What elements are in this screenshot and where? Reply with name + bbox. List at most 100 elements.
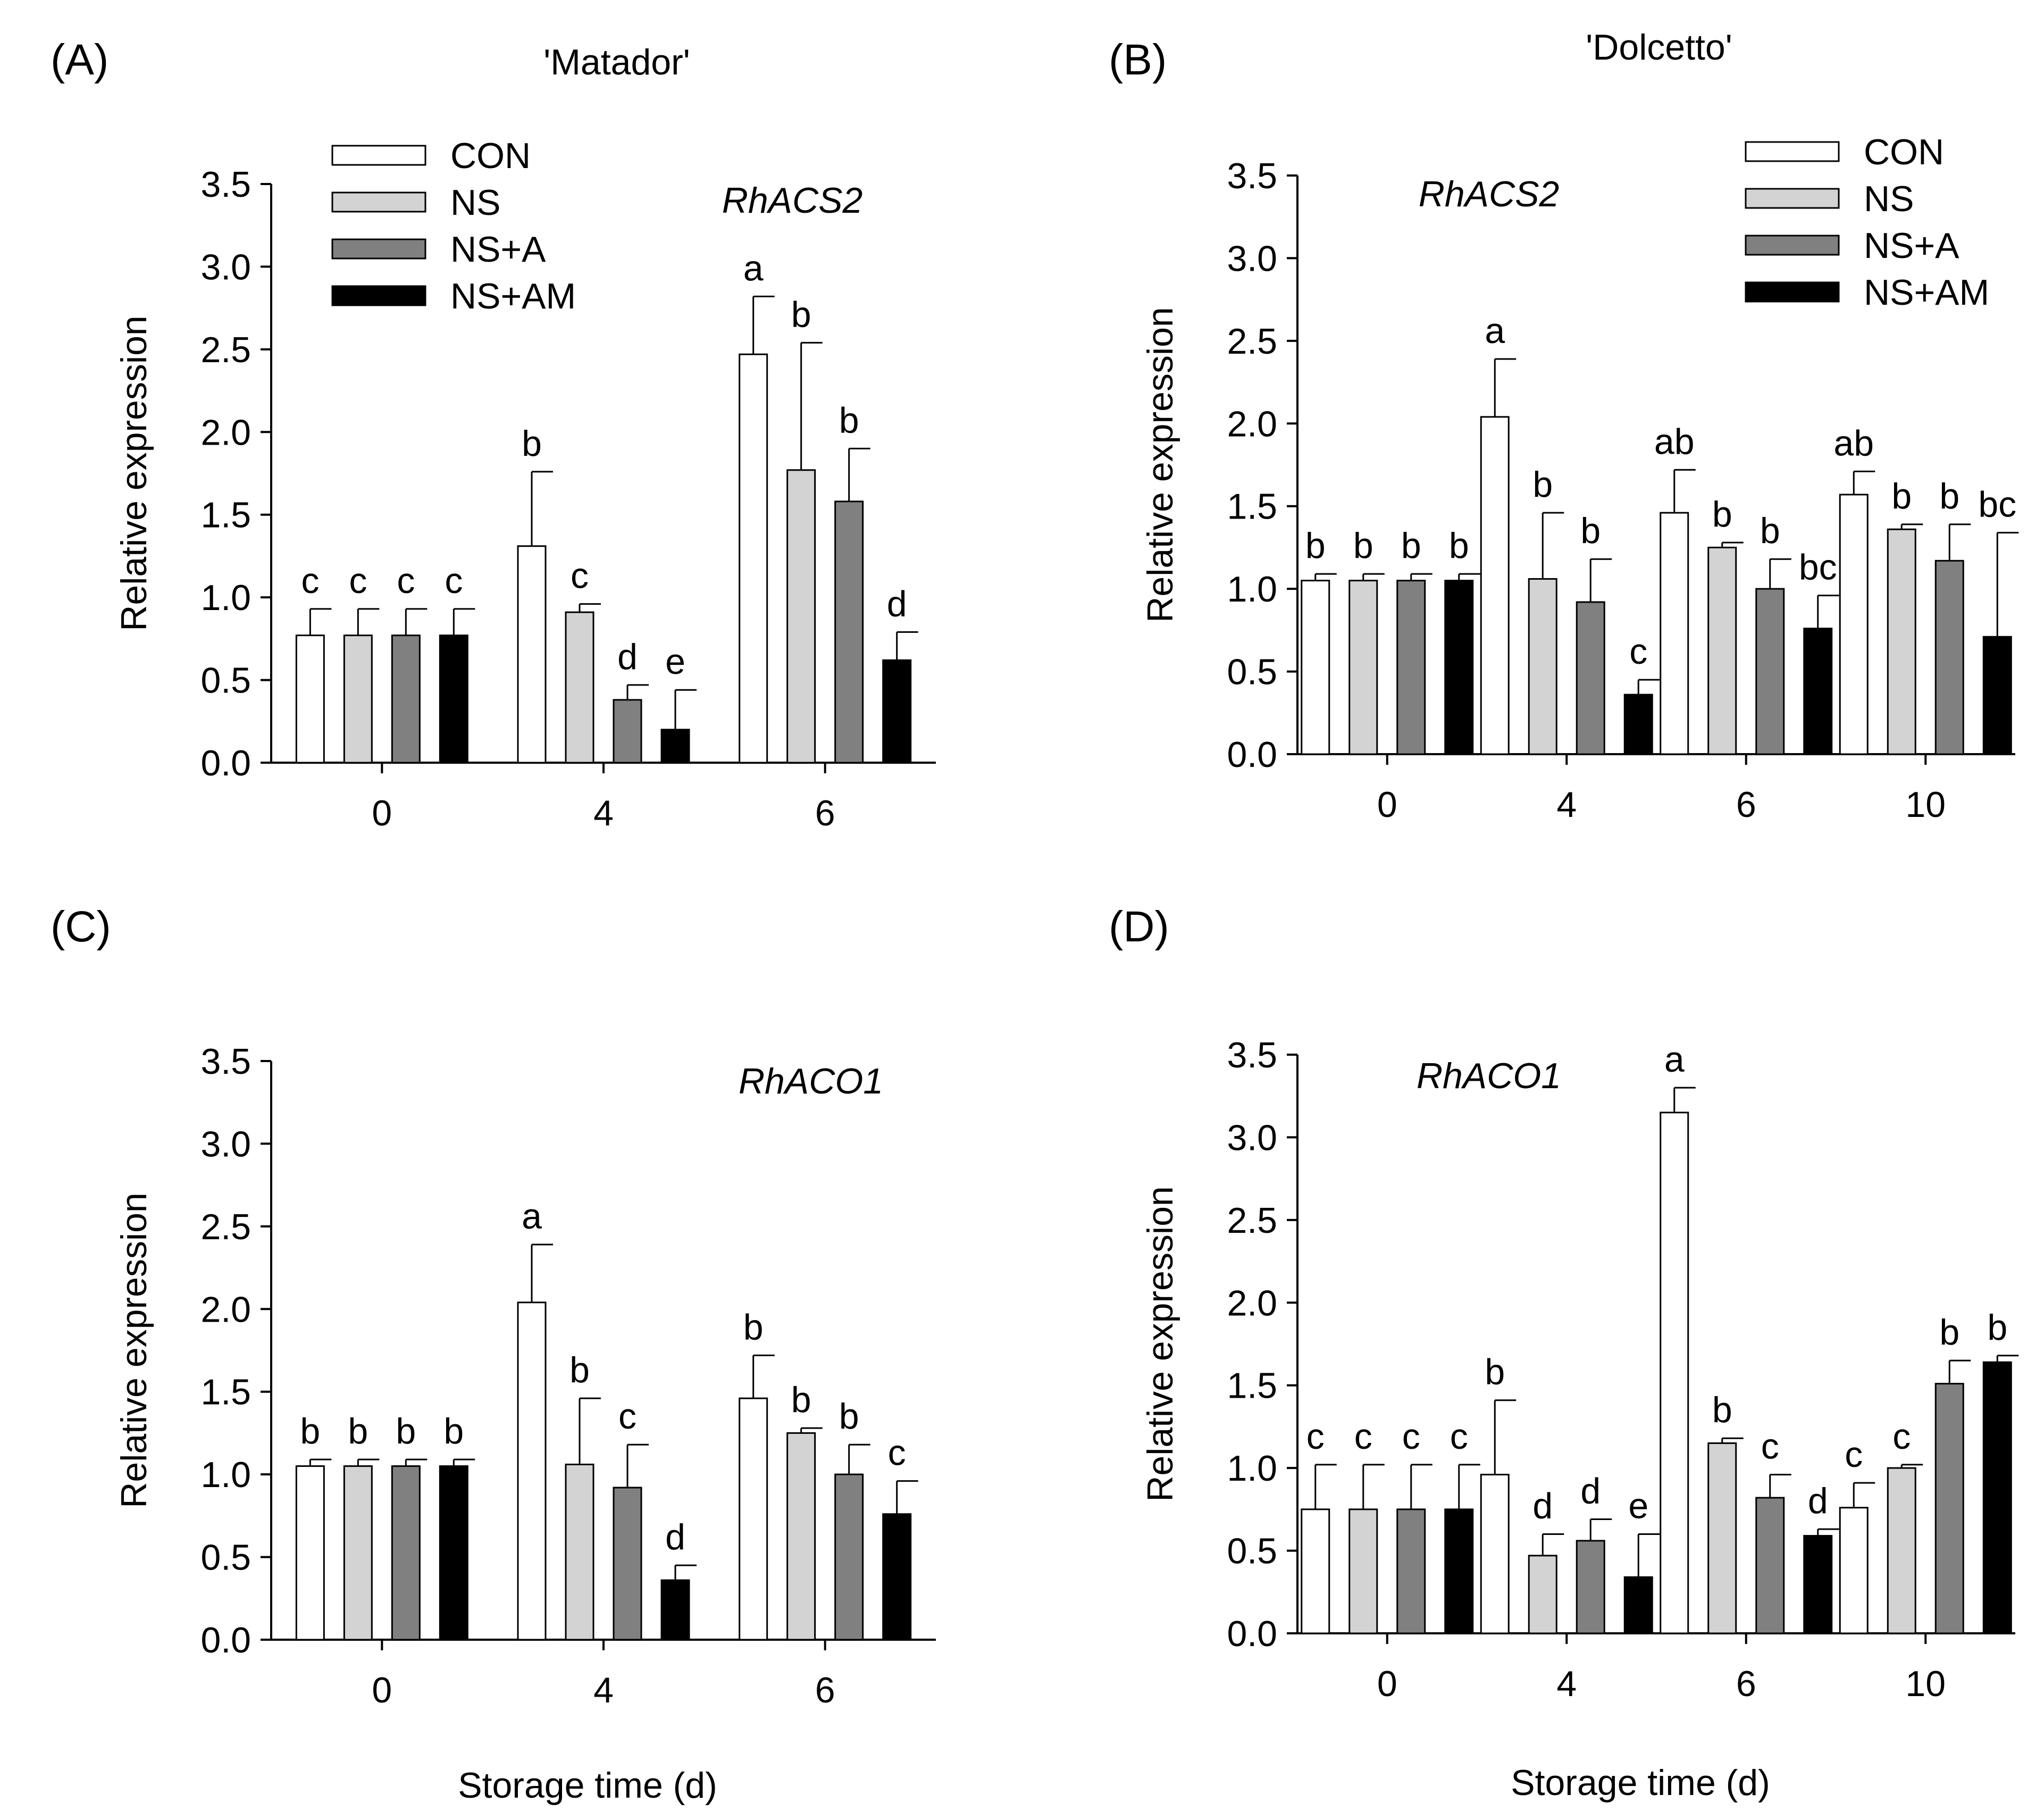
significance-letter: b <box>300 1411 320 1451</box>
bar-ns <box>1707 546 1737 755</box>
bar-con <box>295 635 325 764</box>
panel-c: (C) RhACO1 0.0 0.5 1.0 1.5 2.0 2.5 3.0 3.5 Relativ… <box>51 903 936 1806</box>
significance-letter: c <box>888 1433 906 1473</box>
bar-ns-plus-am <box>882 1513 912 1641</box>
bar-ns-plus-a <box>1396 1508 1426 1634</box>
significance-letter: d <box>887 583 907 624</box>
significance-letter: b <box>396 1411 416 1451</box>
bar-con <box>1660 512 1689 755</box>
significance-letter: b <box>1939 476 1959 516</box>
panel-b: (B) 'Dolcetto' RhACS2 0.0 0.5 1.0 1.5 2.0 2.5 3.0… <box>1109 27 2019 825</box>
legend-label: NS <box>450 182 500 223</box>
y-tick-label: 3.5 <box>1227 1035 1277 1075</box>
gene-label: RhACS2 <box>722 180 863 221</box>
significance-letter: c <box>1306 1416 1325 1457</box>
y-tick-label: 1.0 <box>200 578 251 618</box>
significance-letter: b <box>569 1350 590 1390</box>
significance-letter: b <box>791 294 811 335</box>
panel-label: (C) <box>51 903 111 951</box>
bar-ns <box>1528 578 1557 755</box>
y-tick-label: 0.0 <box>1227 1614 1277 1654</box>
y-tick-label: 1.5 <box>200 1372 251 1413</box>
significance-letter: c <box>349 561 367 601</box>
y-tick-label: 2.5 <box>1227 321 1277 362</box>
y-tick-label: 3.5 <box>200 1041 251 1082</box>
y-tick-label: 0.0 <box>1227 734 1277 775</box>
bar-con <box>1660 1112 1689 1634</box>
significance-letter: b <box>522 423 542 464</box>
significance-letter: bc <box>1978 484 2016 524</box>
y-tick-label: 3.5 <box>1227 156 1277 196</box>
bar-ns <box>565 611 594 764</box>
bar-ns <box>1707 1442 1737 1634</box>
bar-ns-plus-am <box>1803 1535 1833 1634</box>
y-tick-label: 2.0 <box>200 1289 251 1330</box>
significance-letter: b <box>1760 511 1780 551</box>
significance-letter: b <box>1401 525 1421 566</box>
significance-letter: b <box>1449 525 1469 566</box>
panel-label: (A) <box>51 36 108 84</box>
bar-ns <box>1348 1508 1378 1634</box>
significance-letter: b <box>1712 494 1732 535</box>
significance-letter: b <box>1485 1352 1505 1392</box>
legend-label: NS+AM <box>1864 272 1989 313</box>
y-tick-label: 2.5 <box>1227 1200 1277 1241</box>
significance-letter: c <box>618 1396 636 1437</box>
bar-ns-plus-a <box>834 500 864 764</box>
bar-con <box>1301 580 1330 755</box>
significance-letter: b <box>1580 511 1601 551</box>
legend-label: CON <box>450 136 531 176</box>
bar-con <box>739 1397 768 1641</box>
panel-label: (D) <box>1109 903 1169 951</box>
bar-ns-plus-am <box>439 1465 468 1641</box>
bar-ns-plus-am <box>1444 580 1474 755</box>
bar-con <box>1480 1474 1510 1634</box>
legend-label: CON <box>1864 132 1944 172</box>
significance-letter: c <box>445 561 463 601</box>
legend-swatch <box>331 191 426 213</box>
bar-ns-plus-a <box>1934 1383 1964 1634</box>
bar-ns-plus-a <box>613 1487 642 1641</box>
x-tick-label: 10 <box>1905 784 1946 825</box>
bar-ns-plus-a <box>834 1473 864 1641</box>
y-tick-label: 1.0 <box>200 1455 251 1495</box>
significance-letter: c <box>1892 1416 1911 1457</box>
bar-ns <box>1528 1555 1557 1634</box>
x-axis-label: Storage time (d) <box>1511 1763 1770 1803</box>
x-axis-label: Storage time (d) <box>458 1765 717 1806</box>
legend-swatch <box>331 238 426 260</box>
panel-a: (A) 'Matador' RhACS2 0.0 0.5 1.0 1.5 2.0 2.5 3.0 3… <box>51 36 936 833</box>
x-tick-label: 6 <box>815 1670 835 1710</box>
y-tick-label: 2.0 <box>200 412 251 453</box>
significance-letter: c <box>1629 631 1647 672</box>
significance-letter: c <box>397 561 415 601</box>
bar-ns-plus-a <box>391 635 421 764</box>
y-axis-label: Relative expression <box>114 1192 154 1508</box>
significance-letter: ab <box>1833 423 1874 463</box>
bar-ns-plus-am <box>1982 1361 2012 1634</box>
significance-letter: b <box>743 1307 764 1347</box>
y-tick-label: 1.5 <box>1227 1366 1277 1406</box>
significance-letter: b <box>791 1380 811 1420</box>
bar-ns-plus-am <box>882 659 912 764</box>
significance-letter: b <box>839 400 859 440</box>
gene-label: RhACO1 <box>1417 1056 1561 1096</box>
significance-letter: c <box>1402 1416 1420 1457</box>
bar-con <box>1480 416 1510 755</box>
bar-ns-plus-am <box>1623 1576 1653 1634</box>
significance-letter: d <box>1532 1485 1553 1526</box>
legend-swatch <box>1745 235 1840 256</box>
y-tick-label: 1.5 <box>1227 487 1277 527</box>
bar-ns <box>786 1432 816 1641</box>
bar-con <box>295 1465 325 1641</box>
y-tick-label: 1.0 <box>1227 1448 1277 1489</box>
x-tick-label: 4 <box>1556 1664 1577 1704</box>
significance-letter: b <box>1891 476 1912 516</box>
significance-letter: a <box>522 1196 542 1237</box>
x-tick-label: 6 <box>1736 1664 1756 1704</box>
bar-ns-plus-a <box>1576 1540 1605 1634</box>
significance-letter: c <box>1845 1434 1863 1475</box>
significance-letter: b <box>1353 525 1373 566</box>
bar-con <box>739 353 768 764</box>
